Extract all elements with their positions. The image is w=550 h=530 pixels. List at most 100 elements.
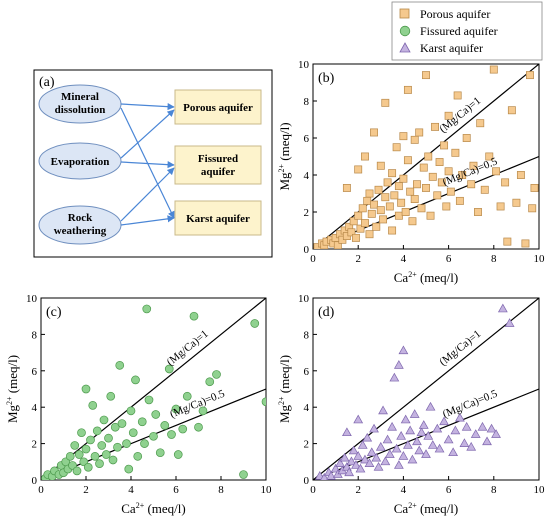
- panel-label: (c): [46, 305, 62, 320]
- data-point: [346, 456, 357, 466]
- y-tick-label: 2: [32, 439, 38, 451]
- process-label-line: Mineral: [61, 91, 99, 103]
- x-tick-label: 6: [446, 253, 452, 265]
- data-point: [70, 441, 80, 450]
- x-tick-label: 10: [534, 484, 546, 496]
- arrow-evaporation-to-porous: [120, 109, 175, 159]
- data-point: [482, 436, 492, 446]
- data-point: [124, 464, 134, 474]
- data-point: [400, 414, 411, 424]
- y-tick-label: 8: [304, 96, 310, 108]
- legend: Porous aquifer Fissured aquifer Karst aq…: [391, 1, 543, 61]
- aquifer-node-porous: [174, 89, 262, 125]
- legend-label: Karst aquifer: [420, 41, 483, 55]
- data-point: [512, 198, 521, 207]
- data-point: [320, 472, 329, 480]
- x-tick-label: 0: [310, 484, 316, 496]
- data-point: [367, 209, 376, 218]
- data-point: [137, 417, 147, 427]
- data-point: [410, 195, 419, 203]
- data-point: [489, 65, 498, 74]
- data-point: [381, 193, 390, 202]
- data-point: [90, 451, 100, 461]
- data-point: [486, 423, 497, 433]
- data-point: [342, 184, 351, 192]
- x-tick-label: 4: [401, 253, 407, 265]
- data-point: [397, 198, 406, 207]
- data-point: [435, 158, 444, 166]
- data-points: [41, 304, 266, 480]
- data-point: [167, 430, 176, 439]
- data-point: [108, 455, 118, 465]
- data-point: [521, 239, 530, 248]
- data-point: [133, 451, 143, 461]
- y-tick-label: 0: [304, 244, 310, 256]
- data-point: [458, 171, 467, 179]
- aquifer-node-karst: [174, 200, 262, 236]
- data-point: [371, 452, 382, 462]
- data-point: [122, 439, 131, 448]
- data-point: [467, 180, 476, 189]
- data-point: [362, 432, 373, 442]
- data-point: [95, 459, 104, 468]
- data-point: [178, 424, 188, 434]
- data-point: [396, 431, 407, 440]
- data-point: [455, 196, 464, 205]
- data-point: [369, 423, 379, 433]
- scatter-panel: 00224466881010(Mg/Ca)=1(Mg/Ca)=0.5(b)Ca2…: [277, 59, 545, 285]
- data-point: [426, 211, 435, 220]
- y-tick-label: 4: [304, 402, 310, 414]
- data-point: [399, 174, 408, 183]
- data-point: [470, 429, 481, 438]
- data-point: [373, 461, 384, 471]
- data-point: [384, 449, 395, 458]
- data-point: [443, 434, 454, 444]
- data-point: [358, 204, 367, 213]
- data-point: [501, 178, 510, 187]
- data-point: [459, 438, 470, 447]
- data-point: [381, 98, 390, 107]
- data-point: [349, 217, 358, 226]
- data-point: [485, 152, 494, 161]
- data-point: [427, 440, 438, 449]
- data-point: [361, 152, 369, 161]
- y-tick-label: 6: [304, 366, 310, 378]
- y-tick-label: 10: [298, 59, 310, 71]
- data-point: [414, 445, 425, 455]
- scatter-panel: 00224466881010(Mg/Ca)=1(Mg/Ca)=0.5(c)Ca2…: [5, 293, 272, 516]
- data-point: [104, 433, 113, 443]
- x-axis-label: Ca2+ (meq/l): [121, 501, 185, 516]
- data-point: [480, 185, 489, 194]
- y-tick-label: 6: [304, 133, 310, 145]
- data-point: [391, 443, 402, 453]
- data-point: [422, 184, 430, 192]
- data-point: [341, 427, 352, 437]
- data-point: [77, 428, 86, 438]
- data-point: [374, 185, 383, 194]
- data-point: [476, 119, 485, 128]
- legend-label: Fissured aquifer: [420, 24, 498, 38]
- data-point: [106, 391, 116, 401]
- data-point: [393, 360, 404, 369]
- data-point: [365, 230, 374, 239]
- data-point: [434, 443, 445, 453]
- data-point: [335, 458, 346, 467]
- data-point: [382, 434, 393, 444]
- data-point: [442, 202, 451, 211]
- data-point: [110, 422, 120, 432]
- data-point: [398, 451, 409, 460]
- ratio-line: [313, 298, 539, 480]
- data-point: [530, 184, 539, 192]
- legend-label: Porous aquifer: [420, 7, 490, 21]
- y-tick-label: 8: [32, 329, 38, 341]
- data-point: [372, 222, 381, 231]
- x-axis-label: Ca2+ (meq/l): [394, 270, 458, 285]
- legend-triangle-marker: [399, 42, 411, 53]
- data-point: [92, 426, 102, 436]
- data-point: [448, 447, 459, 457]
- legend-circle-marker: [399, 25, 411, 37]
- x-tick-label: 4: [401, 484, 407, 496]
- process-label-line: Rock: [68, 212, 93, 224]
- data-points: [314, 303, 515, 480]
